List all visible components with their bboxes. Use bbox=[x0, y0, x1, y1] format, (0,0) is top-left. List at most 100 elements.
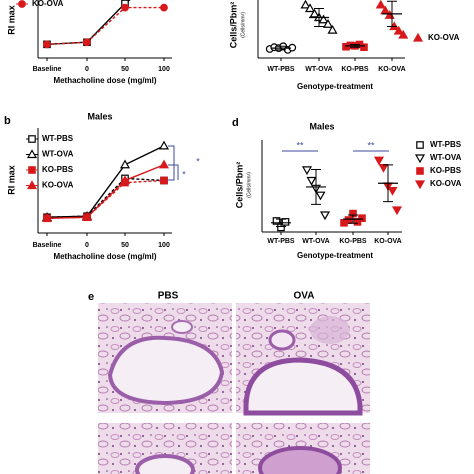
annotation: * bbox=[182, 169, 186, 179]
marker bbox=[300, 0, 311, 9]
legend-label: WT-PBS bbox=[430, 140, 462, 149]
x-tick-label: 50 bbox=[121, 66, 129, 73]
legend-marker bbox=[28, 135, 36, 143]
x-tick-label: 50 bbox=[121, 242, 129, 249]
marker bbox=[319, 211, 331, 221]
marker bbox=[393, 25, 404, 35]
error-bar bbox=[314, 8, 324, 27]
y-axis-title: Cells/Pbm² bbox=[228, 2, 238, 49]
legend-label: KO-OVA bbox=[430, 179, 462, 188]
marker bbox=[158, 140, 170, 150]
y-axis-title: RI max bbox=[6, 5, 16, 35]
legend-marker bbox=[416, 141, 424, 149]
x-tick-label: KO-OVA bbox=[374, 238, 401, 245]
significance-bracket bbox=[168, 164, 179, 180]
legend-marker bbox=[412, 32, 424, 42]
x-tick-label: 100 bbox=[158, 242, 170, 249]
panel-label: e bbox=[88, 291, 94, 303]
chart-title: Males bbox=[87, 111, 112, 121]
legend-label: KO-OVA bbox=[32, 0, 64, 8]
x-tick-label: WT-PBS bbox=[267, 238, 295, 245]
marker bbox=[373, 156, 385, 166]
panel-label: b bbox=[4, 115, 11, 127]
micrograph bbox=[236, 303, 370, 416]
marker bbox=[121, 3, 129, 12]
error-bar bbox=[387, 0, 397, 27]
x-tick-label: WT-OVA bbox=[302, 238, 329, 245]
x-tick-label: 0 bbox=[85, 242, 89, 249]
annotation: ** bbox=[367, 140, 375, 150]
line bbox=[46, 0, 131, 46]
x-tick-label: 0 bbox=[85, 66, 89, 73]
x-tick-label: WT-PBS bbox=[267, 66, 295, 73]
marker bbox=[391, 206, 403, 216]
marker bbox=[83, 38, 91, 47]
legend-marker bbox=[28, 166, 36, 174]
micrograph bbox=[98, 423, 232, 474]
annotation: * bbox=[196, 156, 200, 166]
marker bbox=[281, 218, 290, 226]
error-bar bbox=[383, 164, 393, 203]
legend-label: KO-OVA bbox=[42, 181, 74, 190]
marker bbox=[43, 40, 51, 49]
legend-label: WT-OVA bbox=[430, 153, 462, 162]
x-tick-label: KO-OVA bbox=[378, 66, 405, 73]
error-bar bbox=[348, 214, 358, 224]
annotation: ** bbox=[296, 140, 304, 150]
y-axis-title: RI max bbox=[6, 165, 16, 195]
x-tick-label: WT-OVA bbox=[305, 66, 332, 73]
legend-label: WT-PBS bbox=[42, 134, 74, 143]
marker bbox=[41, 213, 53, 222]
legend-marker bbox=[26, 180, 38, 190]
line bbox=[46, 6, 164, 46]
x-axis-title: Methacholine dose (mg/ml) bbox=[53, 252, 156, 261]
marker bbox=[378, 164, 389, 173]
marker bbox=[375, 0, 386, 9]
significance-bracket bbox=[168, 145, 175, 181]
marker bbox=[398, 29, 409, 39]
marker bbox=[344, 216, 353, 224]
marker bbox=[387, 187, 398, 196]
marker bbox=[272, 217, 281, 225]
error-bar bbox=[350, 44, 360, 48]
legend-label: KO-PBS bbox=[42, 165, 74, 174]
marker bbox=[160, 176, 168, 185]
panel-label: d bbox=[232, 117, 239, 129]
x-tick-label: Baseline bbox=[33, 66, 62, 73]
x-axis-title: Genotype-treatment bbox=[297, 82, 373, 91]
micrograph bbox=[98, 303, 232, 413]
legend-marker bbox=[18, 0, 26, 8]
micrograph bbox=[236, 423, 370, 474]
marker bbox=[315, 191, 326, 201]
marker bbox=[301, 166, 313, 176]
marker bbox=[358, 214, 366, 223]
legend-marker bbox=[414, 154, 426, 164]
marker bbox=[327, 24, 338, 34]
legend-marker bbox=[414, 180, 426, 190]
legend-marker bbox=[416, 167, 424, 175]
marker bbox=[318, 14, 329, 24]
marker bbox=[160, 3, 168, 12]
legend-label: KO-PBS bbox=[430, 166, 462, 175]
chart-title: Males bbox=[309, 121, 334, 131]
legend-marker bbox=[26, 149, 38, 159]
y-axis-title: Cells/Pbm² bbox=[234, 162, 244, 209]
marker bbox=[304, 3, 316, 13]
marker bbox=[322, 19, 334, 28]
x-axis-title: Genotype-treatment bbox=[297, 251, 373, 260]
error-bar bbox=[276, 45, 286, 51]
error-bar bbox=[311, 168, 321, 205]
x-tick-label: Baseline bbox=[33, 242, 62, 249]
column-label: OVA bbox=[294, 291, 315, 302]
x-tick-label: 100 bbox=[158, 66, 170, 73]
x-tick-label: KO-PBS bbox=[341, 66, 369, 73]
marker bbox=[158, 159, 170, 169]
y-axis-unit: (Cells/mm²) bbox=[240, 12, 246, 38]
x-tick-label: KO-PBS bbox=[339, 238, 367, 245]
marker bbox=[81, 212, 93, 221]
legend-label: KO-OVA bbox=[428, 33, 460, 42]
marker bbox=[119, 159, 131, 169]
x-axis-title: Methacholine dose (mg/ml) bbox=[53, 76, 156, 85]
